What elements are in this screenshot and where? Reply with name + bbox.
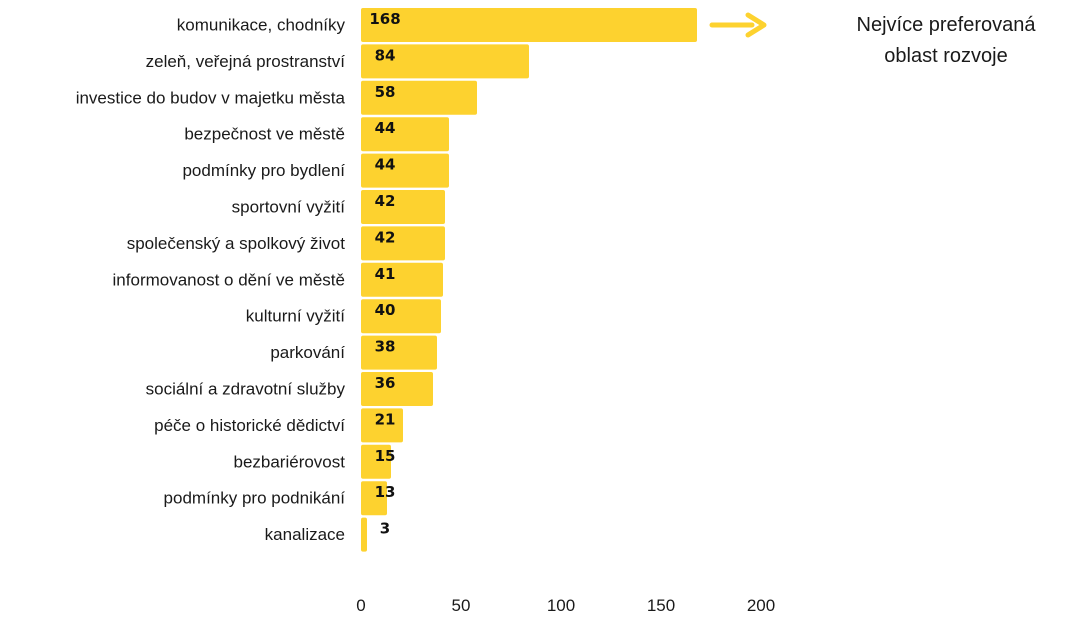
bar-kulturni-vyziti [361,299,441,334]
bar-bezbarierovost [361,444,391,479]
category-label-podminky-pro-podnikani: podmínky pro podnikání [164,489,346,508]
value-label-zelen-verejna-prostranstvi: 84 [375,46,396,64]
category-label-investice-do-budov-v-majetku-mesta: investice do budov v majetku města [76,88,346,107]
value-label-spolecensky-a-spolkovy-zivot: 42 [375,228,396,246]
x-tick-200: 200 [747,596,775,615]
value-label-podminky-pro-bydleni: 44 [375,156,396,174]
annotation-line-2: oblast rozvoje [884,45,1008,67]
category-label-socialni-a-zdravotni-sluzby: sociální a zdravotní služby [146,380,346,399]
category-label-zelen-verejna-prostranstvi: zeleň, veřejná prostranství [146,52,346,71]
value-labels: 168 84 58 44 44 42 42 41 40 38 36 21 15 13 3 [369,10,400,538]
x-axis-ticks: 0 50 100 150 200 [356,596,775,615]
bar-sportovni-vyziti [361,190,445,224]
category-label-sportovni-vyziti: sportovní vyžití [232,198,346,217]
value-label-podminky-pro-podnikani: 13 [375,483,396,501]
x-tick-0: 0 [356,596,365,615]
value-label-pece-o-historicke-dedictvi: 21 [375,410,396,428]
bar-pece-o-historicke-dedictvi [361,408,403,443]
value-label-sportovni-vyziti: 42 [375,192,396,210]
category-label-podminky-pro-bydleni: podmínky pro bydlení [182,161,345,180]
category-label-bezbarierovost: bezbariérovost [233,452,345,471]
category-labels: komunikace, chodníky zeleň, veřejná prost… [76,16,346,545]
bar-spolecensky-a-spolkovy-zivot [361,226,445,261]
bar-zelen-verejna-prostranstvi [361,44,529,79]
bar-komunikace-chodniky [361,8,697,42]
bar-socialni-a-zdravotni-sluzby [361,372,433,406]
category-label-spolecensky-a-spolkovy-zivot: společenský a spolkový život [127,234,346,253]
category-label-pece-o-historicke-dedictvi: péče o historické dědictví [154,416,345,435]
annotation-text: Nejvíce preferovaná oblast rozvoje [812,10,1072,72]
category-label-bezpecnost-ve-meste: bezpečnost ve městě [184,125,345,144]
arrow-icon [709,12,767,38]
x-tick-150: 150 [647,596,675,615]
value-label-socialni-a-zdravotni-sluzby: 36 [375,374,396,392]
category-label-informovanost-o-deni-ve-meste: informovanost o dění ve městě [113,270,345,289]
arrow-head [745,12,767,38]
value-label-informovanost-o-deni-ve-meste: 41 [375,265,396,283]
annotation-line-1: Nejvíce preferovaná [856,14,1036,36]
value-label-bezpecnost-ve-meste: 44 [375,119,396,137]
category-label-komunikace-chodniky: komunikace, chodníky [177,16,346,35]
value-label-parkovani: 38 [375,338,396,356]
bar-kanalizace [361,517,367,552]
category-label-kulturni-vyziti: kulturní vyžití [246,307,345,326]
bar-bezpecnost-ve-meste [361,117,449,152]
bar-podminky-pro-bydleni [361,153,449,188]
x-tick-50: 50 [452,596,471,615]
x-tick-100: 100 [547,596,575,615]
category-label-parkovani: parkování [270,343,345,362]
bars-group [361,8,697,552]
value-label-kanalizace: 3 [380,520,390,538]
value-label-bezbarierovost: 15 [375,447,396,465]
bar-podminky-pro-podnikani [361,481,387,516]
bar-informovanost-o-deni-ve-meste [361,262,443,297]
bar-investice-do-budov-v-majetku-mesta [361,80,477,115]
value-label-investice-do-budov-v-majetku-mesta: 58 [375,83,396,101]
bar-parkovani [361,335,437,370]
category-label-kanalizace: kanalizace [265,525,345,544]
value-label-komunikace-chodniky: 168 [369,10,400,28]
value-label-kulturni-vyziti: 40 [375,301,396,319]
